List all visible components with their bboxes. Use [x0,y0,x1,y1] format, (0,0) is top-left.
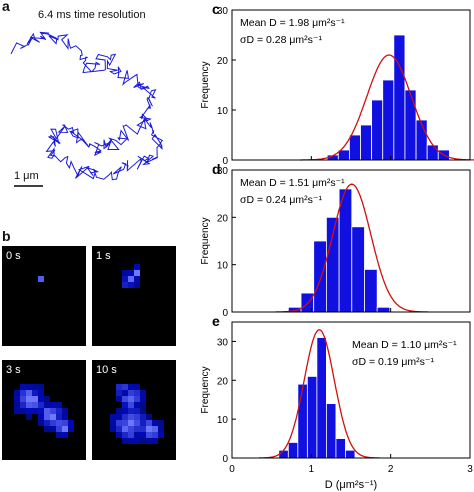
histogram-bar [382,79,395,161]
plot-frame [231,169,471,313]
y-tick-label: 0 [222,308,228,319]
microscopy-frame [92,360,176,460]
panel-a [10,31,164,187]
panel-letter: e [212,313,220,329]
panel-b-letter: b [2,228,11,244]
panel-letter: c [212,1,220,17]
y-tick-label: 0 [222,454,228,465]
histogram-bar [376,306,391,313]
histogram-bar [364,268,378,313]
frame-time-label: 3 s [6,364,21,376]
gaussian-fit-curve [300,54,474,161]
y-axis-label: Frequency [200,217,211,264]
histogram-bar [313,240,327,313]
frame-time-label: 10 s [96,364,117,376]
y-tick-label: 30 [217,337,229,348]
frame-time-label: 1 s [96,250,111,262]
x-axis-label: D (μm²s⁻¹) [325,479,377,491]
x-tick-label: 1 [309,464,315,475]
histogram-bar [349,134,361,161]
histogram-bar [287,442,299,459]
annotation-line: σD = 0.28 μm²s⁻¹ [240,34,322,46]
microscopy-frame [2,246,86,346]
x-tick-label: 0 [229,464,235,475]
y-tick-label: 30 [217,166,229,177]
time-resolution-caption: 6.4 ms time resolution [38,9,146,21]
annotation-line: σD = 0.24 μm²s⁻¹ [240,194,322,206]
histogram-bar [415,119,428,161]
y-tick-label: 0 [222,156,228,167]
y-tick-label: 20 [217,213,229,224]
y-tick-label: 20 [217,56,229,67]
histogram-bar [316,337,327,459]
histogram-bar [351,226,365,313]
y-tick-label: 10 [217,415,229,426]
histogram-bar [393,34,406,161]
histogram-bar [335,438,346,459]
histogram-bar [326,216,340,313]
histogram-bar [326,403,337,459]
histogram-c: 0 10 20 30 Frequency c Mean D = 1.98 μm²s⁻¹ σD … [200,1,474,167]
x-tick-label: 3 [467,464,473,475]
gaussian-fit-curve [275,183,429,313]
microscopy-frame [92,246,176,346]
y-tick-label: 20 [217,376,229,387]
diffusion-trajectory [10,31,164,181]
y-axis-label: Frequency [200,366,211,413]
histogram-bar [345,449,356,459]
y-tick-label: 10 [217,106,229,117]
annotation-line: σD = 0.19 μm²s⁻¹ [352,356,434,368]
y-tick-label: 30 [217,6,229,17]
plot-frame [231,321,471,459]
y-tick-label: 10 [217,261,229,272]
histogram-bar [426,144,439,161]
plot-frame [231,9,471,161]
x-tick-label: 2 [388,464,394,475]
histogram-bar [404,89,417,161]
panel-b [2,246,176,460]
histogram-bar [297,383,308,459]
histogram-bar [360,124,373,161]
annotation-line: Mean D = 1.10 μm²s⁻¹ [352,339,457,351]
frame-time-label: 0 s [6,250,21,262]
microscopy-frame [2,360,86,460]
panel-a-letter: a [2,0,10,14]
histogram-bar [306,375,318,459]
histogram-bar [338,188,353,313]
gaussian-fit-curve [258,329,380,459]
histogram-e: 0 10 20 30 0 1 2 3 D (μm²s⁻¹) Frequency e Mean D = … [200,313,473,491]
panel-letter: d [212,161,221,177]
histogram-bar [371,99,384,161]
histogram-d: 0 10 20 30 Frequency d Mean D = 1.51 μm²s⁻¹ σD … [200,161,471,319]
scale-bar-label: 1 μm [14,170,39,182]
y-axis-label: Frequency [200,61,211,108]
annotation-line: Mean D = 1.98 μm²s⁻¹ [240,17,345,29]
annotation-line: Mean D = 1.51 μm²s⁻¹ [240,177,345,189]
